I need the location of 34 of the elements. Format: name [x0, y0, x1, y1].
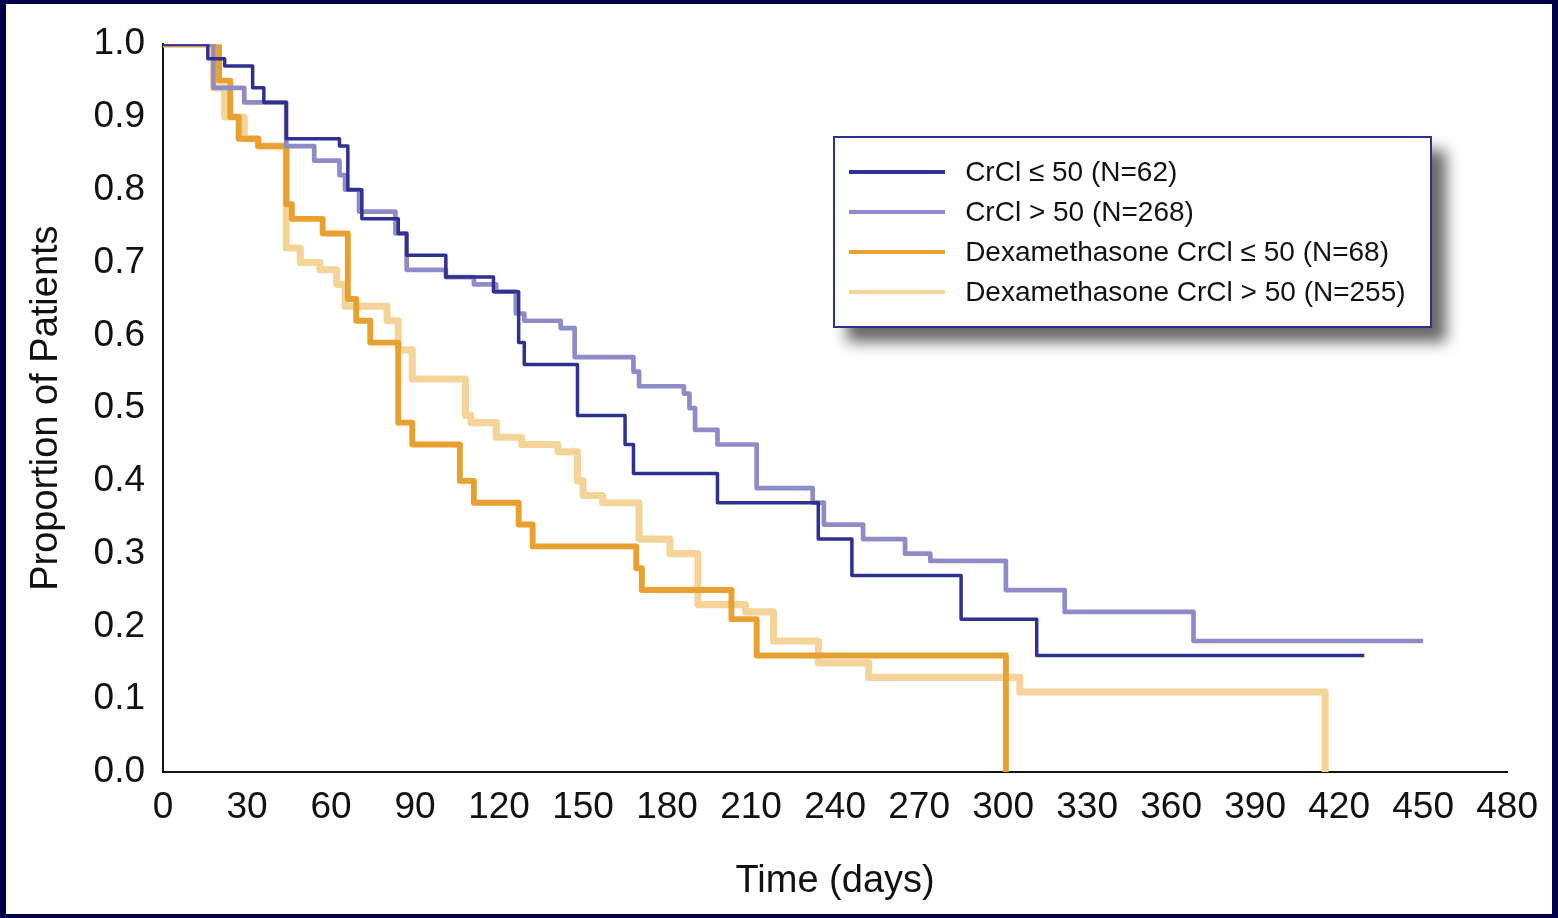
y-tick-label: 0.3 [93, 530, 146, 572]
y-tick-label: 0.1 [93, 676, 146, 718]
x-tick-label: 120 [468, 785, 530, 827]
x-tick-label: 210 [720, 785, 782, 827]
x-tick-label: 0 [152, 785, 174, 827]
x-tick-label: 90 [394, 785, 436, 827]
x-tick-label: 30 [226, 785, 268, 827]
x-axis-title: Time (days) [735, 857, 935, 900]
x-tick-label: 180 [636, 785, 698, 827]
x-tick-label: 240 [804, 785, 866, 827]
y-tick-label: 0.6 [93, 312, 146, 354]
x-tick-label: 420 [1308, 785, 1370, 827]
y-tick-label: 0.9 [93, 94, 146, 136]
x-tick-label: 60 [310, 785, 352, 827]
y-tick-label: 0.2 [93, 603, 146, 645]
legend-label: Dexamethasone CrCl ≤ 50 (N=68) [965, 236, 1390, 269]
y-tick-label: 0.7 [93, 239, 146, 281]
x-tick-label: 150 [552, 785, 614, 827]
x-tick-label: 390 [1224, 785, 1286, 827]
x-tick-label: 270 [888, 785, 950, 827]
x-tick-label: 450 [1392, 785, 1454, 827]
x-tick-label: 480 [1476, 785, 1538, 827]
y-axis-title: Proportion of Patients [23, 225, 66, 591]
x-tick-label: 300 [972, 785, 1034, 827]
y-tick-label: 0.4 [93, 458, 146, 500]
y-tick-label: 1.0 [93, 21, 146, 63]
y-tick-label: 0.8 [93, 166, 146, 208]
x-tick-label: 360 [1140, 785, 1202, 827]
y-tick-label: 0.5 [93, 385, 146, 427]
legend-label: CrCl ≤ 50 (N=62) [965, 156, 1178, 189]
legend-label: Dexamethasone CrCl > 50 (N=255) [965, 276, 1406, 309]
x-tick-label: 330 [1056, 785, 1118, 827]
legend-label: CrCl > 50 (N=268) [965, 196, 1194, 229]
y-tick-label: 0.0 [93, 749, 146, 791]
